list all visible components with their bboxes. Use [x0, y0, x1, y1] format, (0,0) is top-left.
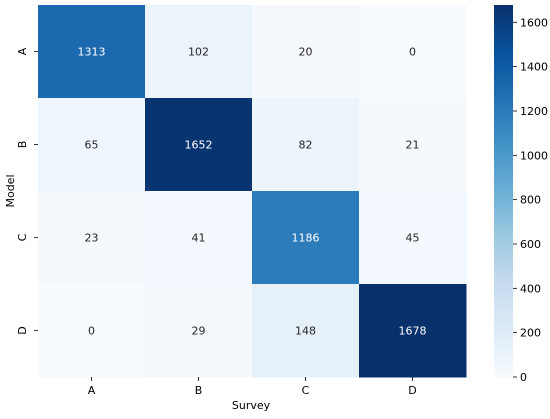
- heatmap-cell: [359, 191, 467, 285]
- cell-value-label: 1678: [399, 325, 427, 338]
- heatmap-cell: [359, 98, 467, 192]
- cell-value-label: 65: [85, 139, 99, 152]
- cell-value-label: 21: [406, 139, 420, 152]
- cell-value-label: 1652: [185, 139, 213, 152]
- y-tick-label: D: [16, 326, 29, 334]
- cell-value-label: 0: [88, 325, 95, 338]
- heatmap-cell: [252, 284, 360, 378]
- colorbar: 0 200 400 600 800 1000 1200 1400 1600: [494, 5, 548, 384]
- heatmap-cell: [252, 5, 360, 99]
- heatmap-cell: [38, 284, 146, 378]
- colorbar-tick-label: 1000: [520, 149, 548, 162]
- heatmap-cell: [145, 191, 253, 285]
- heatmap-cell: [359, 5, 467, 99]
- heatmap-cell: [38, 191, 146, 285]
- colorbar-gradient: [494, 5, 513, 377]
- y-axis-label: Model: [4, 174, 17, 207]
- heatmap-cell: [145, 284, 253, 378]
- cell-value-label: 45: [406, 232, 420, 245]
- colorbar-ticks: 0 200 400 600 800 1000 1200 1400 1600: [513, 16, 548, 384]
- x-tick-label: B: [195, 384, 203, 397]
- colorbar-tick-label: 1600: [520, 16, 548, 29]
- colorbar-tick-label: 800: [520, 194, 541, 207]
- heatmap-cell: [145, 5, 253, 99]
- x-tick-label: C: [302, 384, 310, 397]
- x-tick-label: A: [88, 384, 96, 397]
- x-tick-label: D: [408, 384, 416, 397]
- y-tick-label: A: [16, 47, 29, 55]
- cell-value-label: 102: [188, 46, 209, 59]
- y-tick-label: C: [16, 233, 29, 241]
- colorbar-tick-label: 400: [520, 282, 541, 295]
- heatmap-cell: [38, 5, 146, 99]
- heatmap-cell: [252, 98, 360, 192]
- cell-value-label: 41: [192, 232, 206, 245]
- heatmap-cell: [252, 191, 360, 285]
- y-axis: A B C D: [16, 47, 38, 335]
- x-axis: A B C D: [88, 377, 417, 397]
- cell-value-label: 1186: [292, 232, 320, 245]
- heatmap-cell: [359, 284, 467, 378]
- heatmap-cell: [145, 98, 253, 192]
- cell-value-label: 82: [299, 139, 313, 152]
- colorbar-tick-label: 200: [520, 327, 541, 340]
- heatmap-cell: [38, 98, 146, 192]
- y-tick-label: B: [16, 141, 29, 149]
- heatmap-cell-labels: 1313 102 20 0 65 1652 82 21 23 41 1186 45 0 29 148 1678: [78, 46, 427, 338]
- cell-value-label: 148: [295, 325, 316, 338]
- heatmap-cells: [38, 5, 467, 378]
- colorbar-tick-label: 1200: [520, 105, 548, 118]
- cell-value-label: 1313: [78, 46, 106, 59]
- colorbar-tick-label: 0: [520, 371, 527, 384]
- cell-value-label: 0: [409, 46, 416, 59]
- cell-value-label: 29: [192, 325, 206, 338]
- colorbar-tick-label: 600: [520, 238, 541, 251]
- cell-value-label: 23: [85, 232, 99, 245]
- colorbar-tick-label: 1400: [520, 61, 548, 74]
- x-axis-label: Survey: [232, 399, 271, 412]
- cell-value-label: 20: [299, 46, 313, 59]
